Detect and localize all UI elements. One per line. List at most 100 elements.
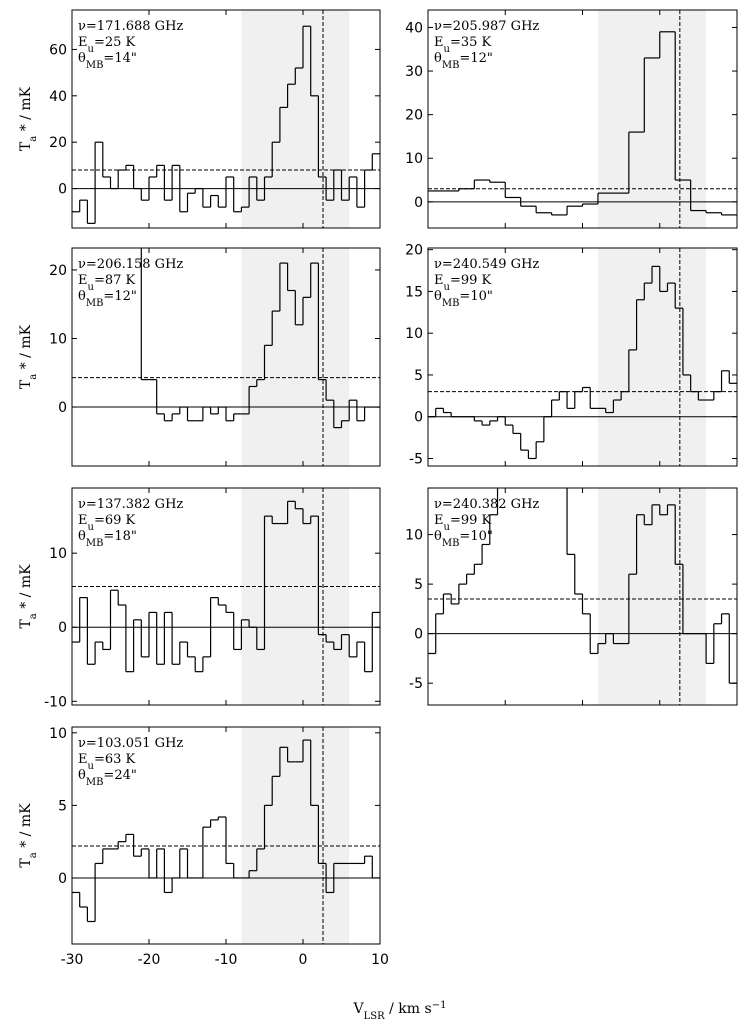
label-part: u bbox=[444, 44, 451, 55]
label-part: =99 K bbox=[450, 273, 492, 288]
label-part: T bbox=[18, 141, 34, 151]
line-annotation: θMB=24" bbox=[78, 768, 137, 788]
y-tick-label: 20 bbox=[49, 263, 67, 279]
label-part: =63 K bbox=[94, 752, 136, 767]
plot-area bbox=[72, 10, 380, 228]
label-part: u bbox=[88, 761, 95, 772]
label-part: =18" bbox=[103, 529, 136, 544]
label-part: =69 K bbox=[94, 513, 136, 528]
label-part: E bbox=[434, 513, 444, 528]
y-tick-label: 0 bbox=[58, 620, 67, 636]
y-tick-label: 15 bbox=[405, 284, 423, 300]
label-part: MB bbox=[86, 60, 104, 71]
y-tick-label: 40 bbox=[49, 89, 67, 105]
label-part: a bbox=[28, 613, 39, 619]
label-part: * / mK bbox=[18, 564, 34, 613]
label-part: θ bbox=[434, 529, 442, 544]
label-part: E bbox=[78, 35, 88, 50]
label-part: * / mK bbox=[18, 86, 34, 135]
line-annotation: Eu=63 K bbox=[78, 752, 136, 772]
label-part: a bbox=[28, 136, 39, 142]
y-tick-label: 5 bbox=[414, 577, 423, 593]
line-annotation: ν=137.382 GHz bbox=[78, 497, 183, 512]
label-part: u bbox=[88, 522, 95, 533]
label-part: −1 bbox=[432, 1000, 447, 1011]
y-tick-label: 0 bbox=[58, 400, 67, 416]
line-annotation: θMB=10" bbox=[434, 529, 493, 549]
y-tick-label: 10 bbox=[405, 528, 423, 544]
x-tick-label: 0 bbox=[299, 952, 308, 968]
label-part: E bbox=[434, 35, 444, 50]
line-annotation: Eu=35 K bbox=[434, 35, 492, 55]
plot-area bbox=[72, 488, 380, 705]
line-annotation: θMB=12" bbox=[434, 51, 493, 71]
plot-area bbox=[428, 10, 737, 228]
velocity-range bbox=[241, 248, 350, 466]
line-annotation: θMB=18" bbox=[78, 529, 137, 549]
label-part: =35 K bbox=[450, 35, 492, 50]
line-annotation: θMB=12" bbox=[78, 289, 137, 309]
label-part: ν=240.549 GHz bbox=[434, 257, 539, 272]
label-part: MB bbox=[86, 538, 104, 549]
y-tick-label: 10 bbox=[405, 326, 423, 342]
y-axis-label: Ta * / mK bbox=[18, 803, 39, 868]
x-tick-label: -30 bbox=[61, 952, 84, 968]
label-part: E bbox=[78, 752, 88, 767]
label-part: ν=206.158 GHz bbox=[78, 257, 183, 272]
label-part: =24" bbox=[103, 768, 136, 783]
plot-area bbox=[72, 727, 380, 944]
velocity-range bbox=[597, 10, 707, 228]
line-annotation: ν=103.051 GHz bbox=[78, 736, 183, 751]
y-tick-label: 20 bbox=[49, 135, 67, 151]
y-tick-label: 5 bbox=[58, 798, 67, 814]
y-tick-label: -5 bbox=[409, 676, 423, 692]
label-part: T bbox=[18, 858, 34, 868]
line-annotation: Eu=69 K bbox=[78, 513, 136, 533]
label-part: θ bbox=[78, 768, 86, 783]
label-part: / km s bbox=[385, 1001, 432, 1017]
label-part: θ bbox=[434, 289, 442, 304]
y-tick-label: 20 bbox=[405, 108, 423, 124]
y-tick-label: 10 bbox=[405, 151, 423, 167]
label-part: E bbox=[434, 273, 444, 288]
label-part: u bbox=[444, 282, 451, 293]
line-annotation: Eu=25 K bbox=[78, 35, 136, 55]
label-part: MB bbox=[86, 777, 104, 788]
label-part: MB bbox=[86, 298, 104, 309]
line-annotation: ν=240.382 GHz bbox=[434, 497, 539, 512]
label-part: * / mK bbox=[18, 324, 34, 373]
line-annotation: ν=205.987 GHz bbox=[434, 19, 539, 34]
label-part: =99 K bbox=[450, 513, 492, 528]
y-tick-label: -10 bbox=[44, 694, 67, 710]
y-axis-label: Ta * / mK bbox=[18, 564, 39, 629]
y-tick-label: 10 bbox=[49, 546, 67, 562]
y-tick-label: 30 bbox=[405, 64, 423, 80]
line-annotation: θMB=14" bbox=[78, 51, 137, 71]
line-annotation: Eu=99 K bbox=[434, 273, 492, 293]
y-tick-label: 0 bbox=[414, 627, 423, 643]
label-part: a bbox=[28, 852, 39, 858]
line-annotation: ν=206.158 GHz bbox=[78, 257, 183, 272]
y-tick-label: 0 bbox=[414, 410, 423, 426]
label-part: θ bbox=[78, 529, 86, 544]
label-part: ν=103.051 GHz bbox=[78, 736, 183, 751]
line-annotation: ν=240.549 GHz bbox=[434, 257, 539, 272]
label-part: MB bbox=[442, 298, 460, 309]
label-part: θ bbox=[78, 289, 86, 304]
y-tick-label: 0 bbox=[58, 871, 67, 887]
x-axis-label: VLSR / km s−1 bbox=[353, 1000, 447, 1022]
velocity-range bbox=[241, 727, 350, 944]
label-part: θ bbox=[434, 51, 442, 66]
label-part: ν=137.382 GHz bbox=[78, 497, 183, 512]
line-annotation: Eu=99 K bbox=[434, 513, 492, 533]
y-tick-label: 0 bbox=[58, 182, 67, 198]
label-part: MB bbox=[442, 60, 460, 71]
label-part: θ bbox=[78, 51, 86, 66]
